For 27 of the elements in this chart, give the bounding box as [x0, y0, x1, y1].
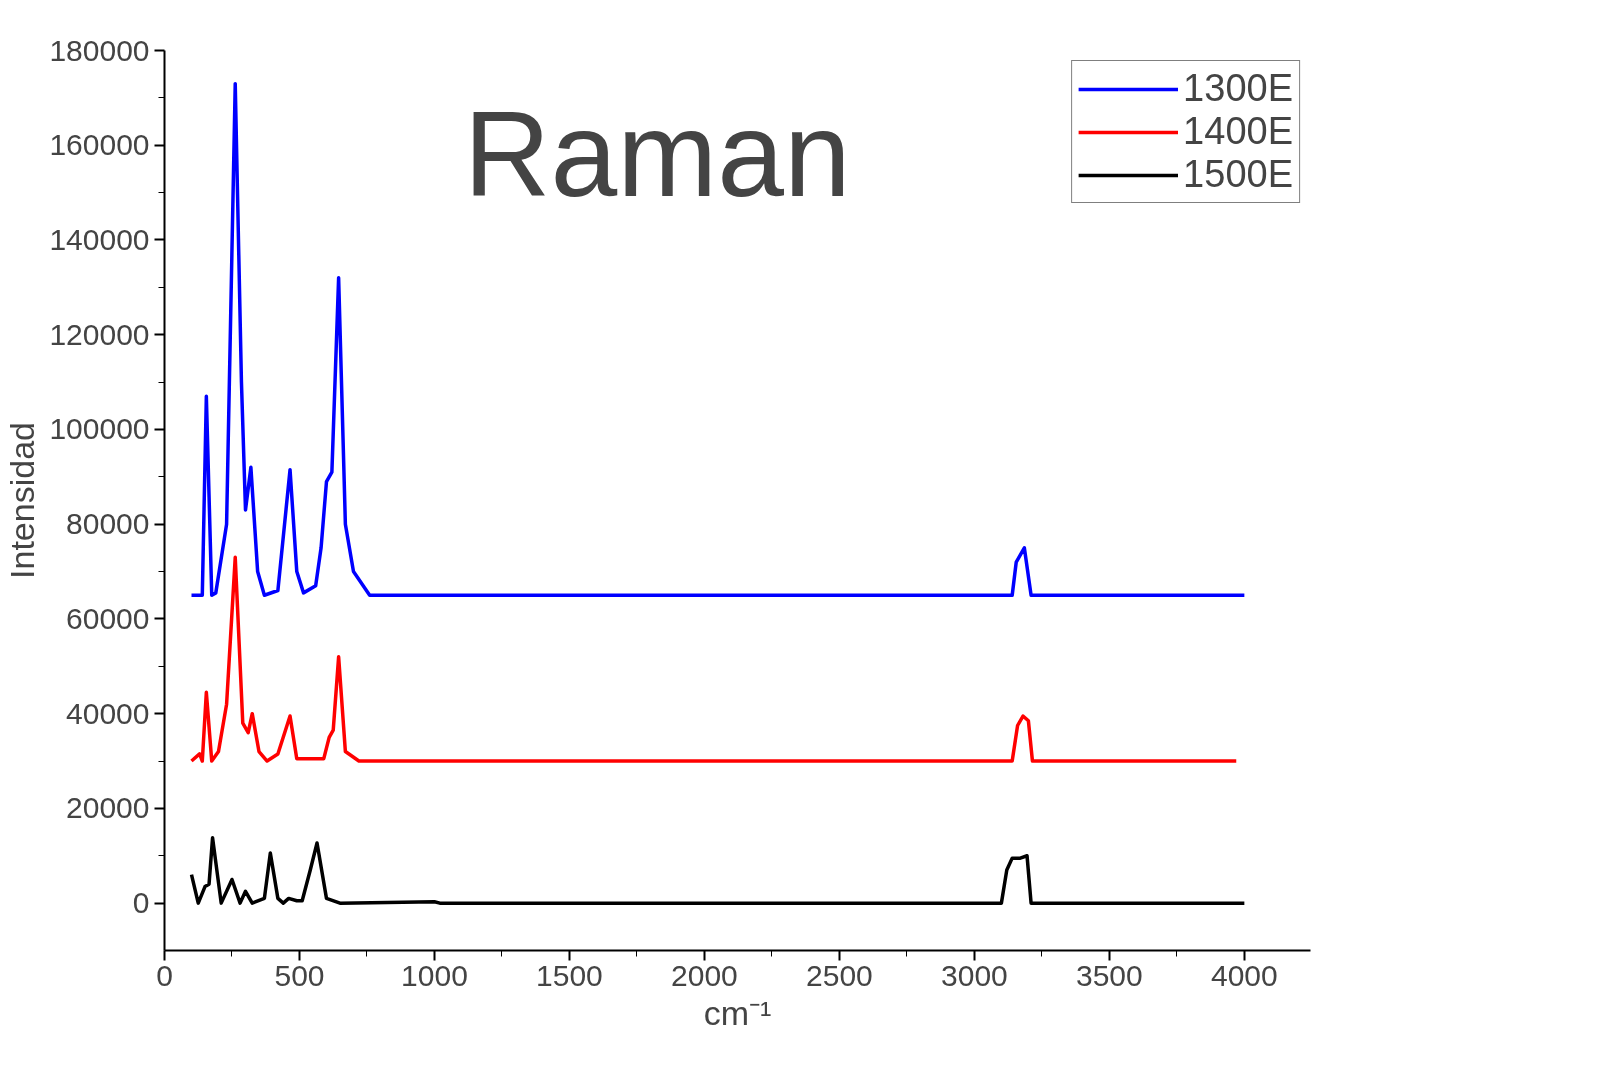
x-tick-label: 1500 — [536, 958, 603, 992]
x-tick-label: 2500 — [806, 958, 873, 992]
x-axis-title: cm⁻¹ — [703, 993, 772, 1032]
x-tick-label: 500 — [274, 958, 325, 992]
x-tick-label: 2000 — [671, 958, 738, 992]
x-tick-label: 3500 — [1076, 958, 1143, 992]
legend-label: 1400E — [1183, 110, 1293, 153]
y-axis-title: Intensidad — [3, 422, 42, 579]
x-tick-label: 1000 — [401, 958, 468, 992]
x-tick-label: 4000 — [1210, 958, 1278, 992]
line-series — [189, 836, 1247, 905]
y-tick-label: 80000 — [66, 507, 150, 541]
y-tick-label: 60000 — [66, 601, 150, 635]
legend-label: 1500E — [1183, 153, 1293, 196]
y-tick-label: 120000 — [49, 317, 150, 351]
y-tick-label: 180000 — [49, 33, 150, 67]
y-tick-label: 0 — [132, 886, 150, 920]
y-tick-label: 100000 — [49, 412, 150, 446]
x-tick-label: 3000 — [941, 958, 1008, 992]
y-tick-label: 160000 — [49, 128, 150, 162]
y-tick-label: 20000 — [66, 791, 150, 825]
y-tick-label: 140000 — [49, 222, 150, 256]
x-tick-label: 0 — [156, 958, 173, 992]
chart-title: Raman — [463, 87, 851, 222]
line-series — [189, 555, 1239, 763]
legend-label: 1300E — [1183, 67, 1293, 110]
y-tick-label: 40000 — [66, 696, 150, 730]
